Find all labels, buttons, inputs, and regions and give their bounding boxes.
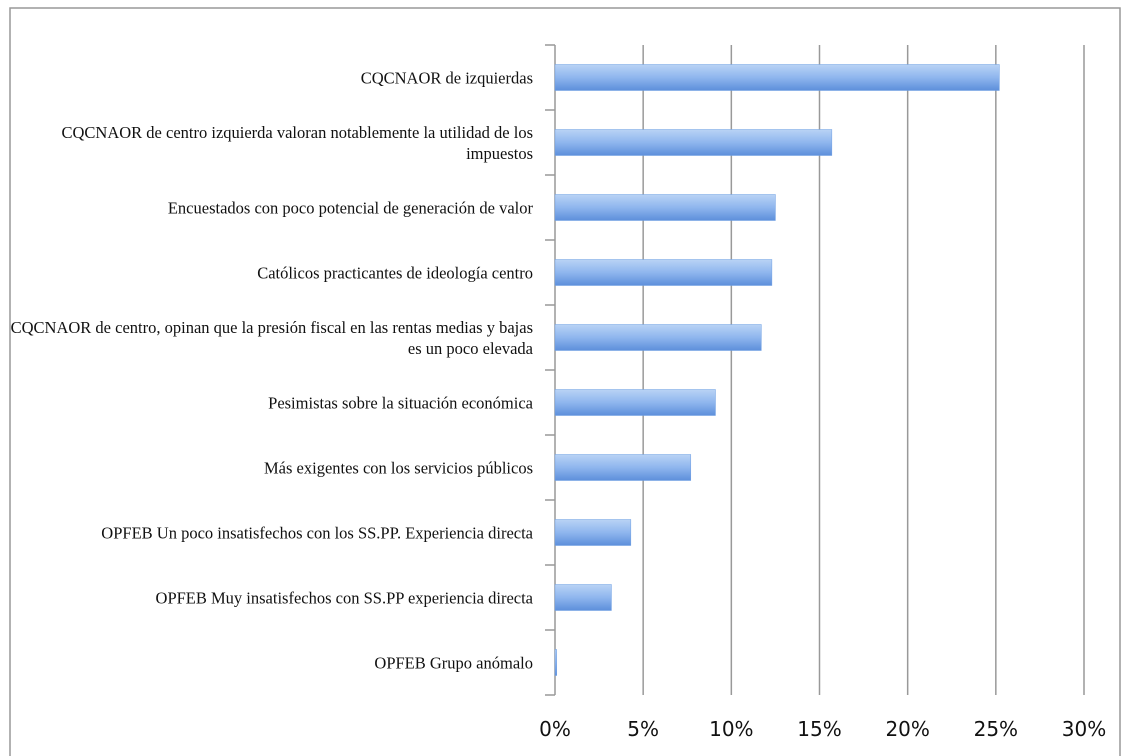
category-label: OPFEB Un poco insatisfechos con los SS.P… [101, 523, 533, 542]
x-tick-label: 0% [539, 717, 571, 741]
bar [554, 64, 1000, 91]
bar [554, 649, 558, 676]
category-label: OPFEB Grupo anómalo [374, 653, 533, 672]
bar [554, 454, 692, 481]
category-label: CQCNAOR de izquierdas [360, 68, 533, 87]
category-label: Encuestados con poco potencial de genera… [167, 198, 533, 217]
category-label: CQCNAOR de centro izquierda valoran nota… [61, 122, 534, 163]
x-tick-label: 5% [627, 717, 659, 741]
chart-border [9, 7, 1121, 756]
bar [554, 129, 833, 156]
category-label: Pesimistas sobre la situación económica [268, 393, 533, 412]
category-label: OPFEB Muy insatisfechos con SS.PP experi… [155, 588, 533, 607]
x-tick-label: 30% [1062, 717, 1106, 741]
x-tick-label: 10% [709, 717, 753, 741]
bar [554, 324, 762, 351]
bar [554, 389, 716, 416]
x-tick-label: 20% [885, 717, 929, 741]
x-tick-label: 15% [797, 717, 841, 741]
bar [554, 519, 632, 546]
bar [554, 584, 612, 611]
category-label: Más exigentes con los servicios públicos [264, 458, 533, 477]
category-label: CQCNAOR de centro, opinan que la presión… [10, 317, 533, 358]
bar [554, 259, 773, 286]
category-label: Católicos practicantes de ideología cent… [257, 263, 533, 282]
x-tick-label: 25% [974, 717, 1018, 741]
bar [554, 194, 776, 221]
